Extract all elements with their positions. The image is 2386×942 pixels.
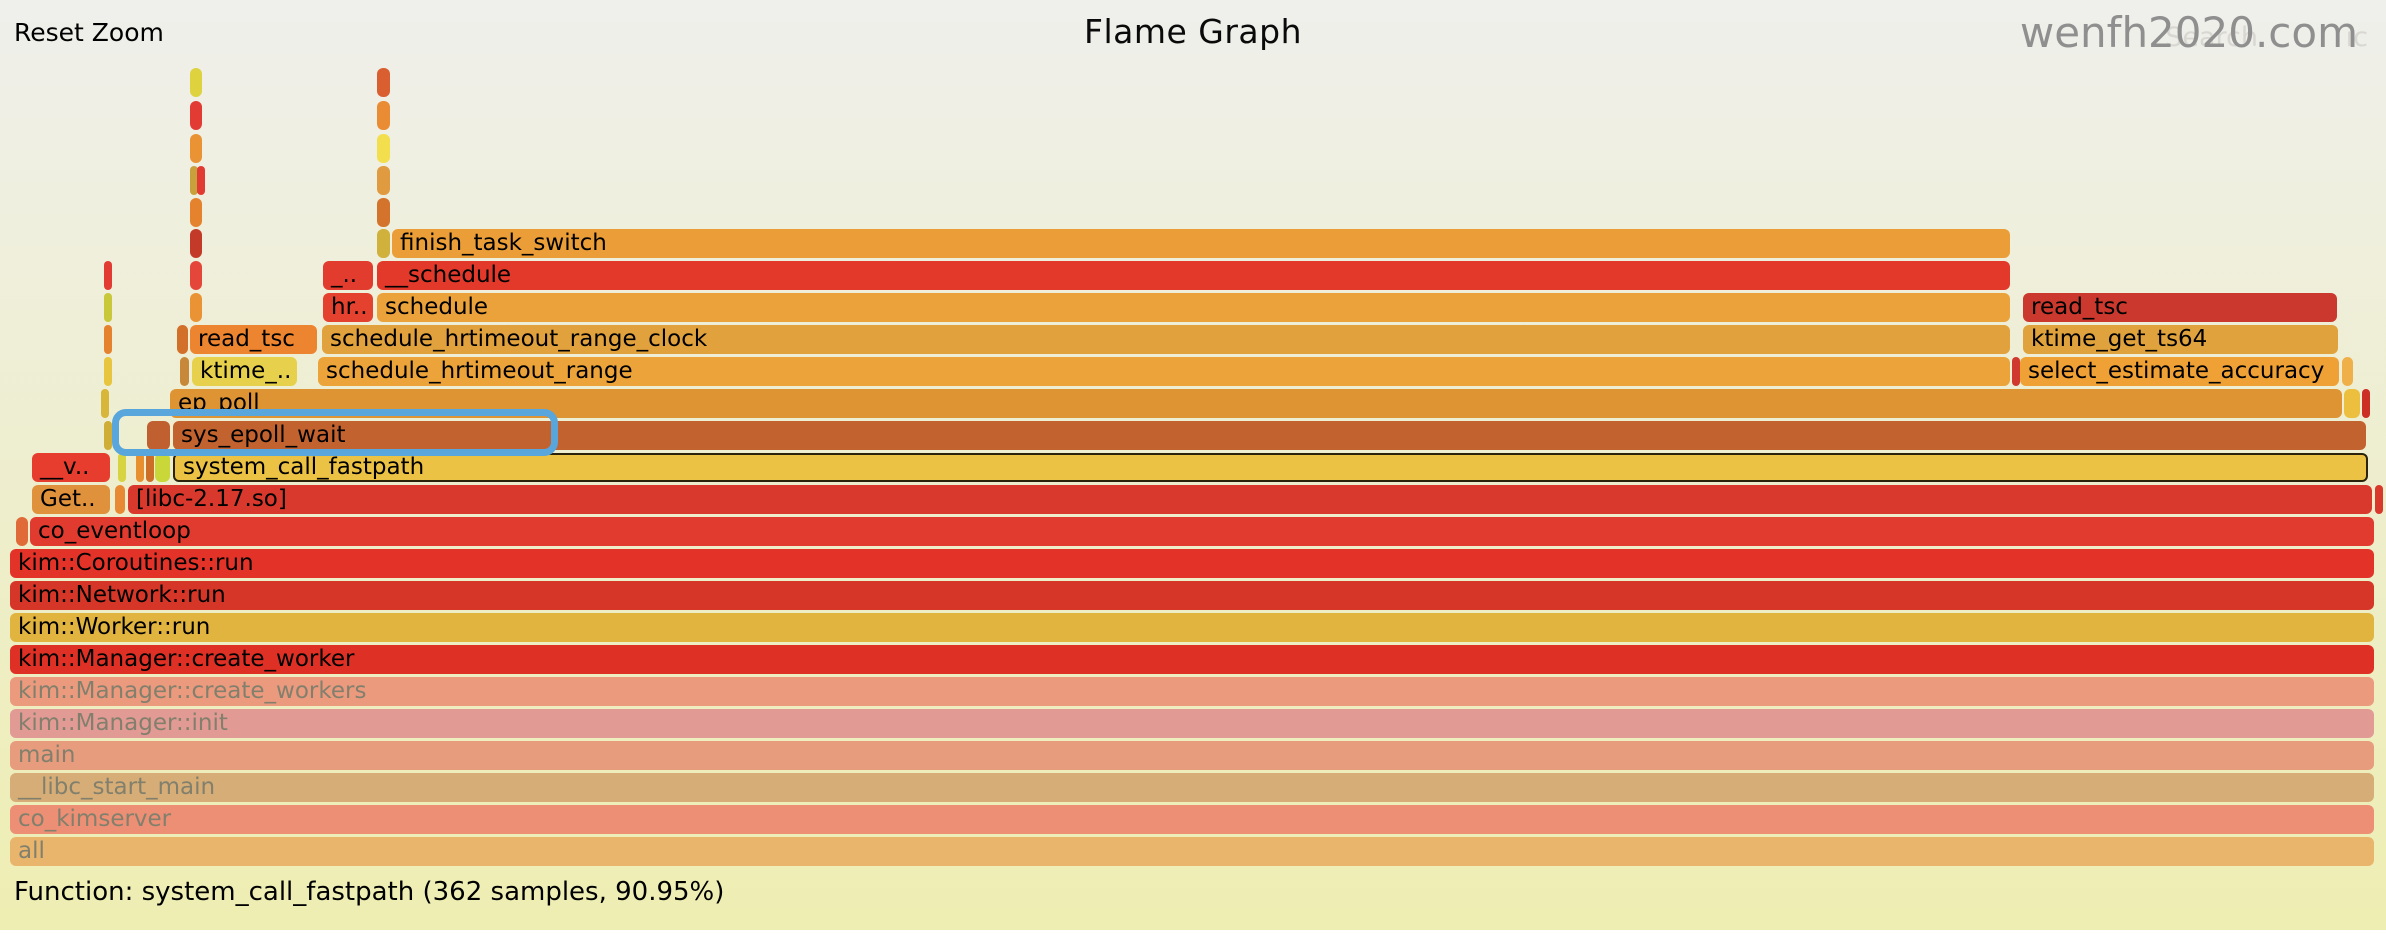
flame-frame-sliver[interactable]: [147, 421, 170, 450]
flame-frame-sliver[interactable]: [190, 229, 202, 258]
flame-frame-sliver[interactable]: [180, 357, 189, 386]
flame-frame-__schedule[interactable]: __schedule: [377, 261, 2010, 290]
flame-frame-main[interactable]: main: [10, 741, 2374, 770]
flame-frame-finish_task_switch[interactable]: finish_task_switch: [392, 229, 2010, 258]
flame-frame-sliver[interactable]: [190, 68, 202, 97]
flame-frame-sliver[interactable]: [2375, 485, 2383, 514]
flame-frame-sliver[interactable]: [146, 453, 154, 482]
flame-frame-sliver[interactable]: [377, 166, 390, 195]
flame-frame-sliver[interactable]: [177, 325, 188, 354]
flame-frame-sliver[interactable]: [104, 357, 112, 386]
flame-frame-sliver[interactable]: [377, 68, 390, 97]
flame-frame-schedule_hrtimeout_range[interactable]: schedule_hrtimeout_range: [318, 357, 2010, 386]
search-button[interactable]: Search: [2165, 22, 2258, 53]
flame-frame-kim-coroutines-run[interactable]: kim::Coroutines::run: [10, 549, 2374, 578]
flame-frame-co_eventloop[interactable]: co_eventloop: [30, 517, 2374, 546]
flame-frame-sliver[interactable]: [197, 166, 205, 195]
flame-frame-kim-manager-create_worker[interactable]: kim::Manager::create_worker: [10, 645, 2374, 674]
flame-frame-ktime_get_ts64[interactable]: ktime_get_ts64: [2023, 325, 2338, 354]
flame-frame-sliver[interactable]: [104, 421, 112, 450]
flame-frame-sliver[interactable]: [377, 198, 390, 227]
flame-frame-sliver[interactable]: [190, 166, 198, 195]
flame-frame-sliver[interactable]: [377, 134, 390, 163]
flame-frame-get..[interactable]: Get..: [32, 485, 110, 514]
flame-frame-read_tsc[interactable]: read_tsc: [190, 325, 317, 354]
flame-frame-hr..[interactable]: hr..: [323, 293, 373, 322]
page-title: Flame Graph: [1083, 12, 1303, 51]
flame-frame-ep_poll[interactable]: ep_poll: [170, 389, 2342, 418]
flame-frame-sliver[interactable]: [104, 293, 112, 322]
flame-frame-sliver[interactable]: [155, 453, 170, 482]
reset-zoom-button[interactable]: Reset Zoom: [14, 18, 164, 47]
flame-frame-sliver[interactable]: [190, 198, 202, 227]
flame-frame-sys_epoll_wait[interactable]: sys_epoll_wait: [173, 421, 2366, 450]
flame-frame-sliver[interactable]: [190, 101, 202, 130]
flame-frame-schedule[interactable]: schedule: [377, 293, 2010, 322]
flame-frame-sliver[interactable]: [104, 261, 112, 290]
flame-frame-sliver[interactable]: [101, 389, 109, 418]
flame-frame-ktime_..[interactable]: ktime_..: [192, 357, 297, 386]
flame-frame-sliver[interactable]: [104, 325, 112, 354]
flame-frame-schedule_hrtimeout_range_clock[interactable]: schedule_hrtimeout_range_clock: [322, 325, 2010, 354]
flame-frame-sliver[interactable]: [190, 134, 202, 163]
flame-frame-select_estimate_accuracy[interactable]: select_estimate_accuracy: [2020, 357, 2339, 386]
flame-frame-sliver[interactable]: [377, 101, 390, 130]
search-fragment-text: ic: [2345, 22, 2368, 53]
flame-frame-kim-manager-init[interactable]: kim::Manager::init: [10, 709, 2374, 738]
flame-frame-kim-worker-run[interactable]: kim::Worker::run: [10, 613, 2374, 642]
flame-frame-__v..[interactable]: __v..: [32, 453, 110, 482]
flame-frame-sliver[interactable]: [377, 229, 390, 258]
flame-frame-system_call_fastpath[interactable]: system_call_fastpath: [173, 453, 2368, 482]
flame-frame-sliver[interactable]: [190, 261, 202, 290]
flame-frame--libc-2.17.so-[interactable]: [libc-2.17.so]: [128, 485, 2372, 514]
status-bar: Function: system_call_fastpath (362 samp…: [14, 877, 725, 907]
flame-frame-sliver[interactable]: [2342, 357, 2353, 386]
flame-frame-kim-network-run[interactable]: kim::Network::run: [10, 581, 2374, 610]
flame-frame-sliver[interactable]: [118, 453, 126, 482]
flame-frame-read_tsc[interactable]: read_tsc: [2023, 293, 2337, 322]
flame-frame-sliver[interactable]: [2344, 389, 2360, 418]
flame-frame-sliver[interactable]: [2362, 389, 2370, 418]
flame-frame-__libc_start_main[interactable]: __libc_start_main: [10, 773, 2374, 802]
flame-frame-sliver[interactable]: [16, 517, 28, 546]
flame-frame-sliver[interactable]: [2012, 357, 2020, 386]
flame-frame-sliver[interactable]: [136, 453, 144, 482]
flame-frame-co_kimserver[interactable]: co_kimserver: [10, 805, 2374, 834]
flame-frame-sliver[interactable]: [115, 485, 125, 514]
flame-frame-_..[interactable]: _..: [323, 261, 373, 290]
watermark: wenfh2020.com: [2019, 8, 2358, 57]
flame-frame-kim-manager-create_workers[interactable]: kim::Manager::create_workers: [10, 677, 2374, 706]
flame-frame-all[interactable]: all: [10, 837, 2374, 866]
flame-frame-sliver[interactable]: [190, 293, 202, 322]
